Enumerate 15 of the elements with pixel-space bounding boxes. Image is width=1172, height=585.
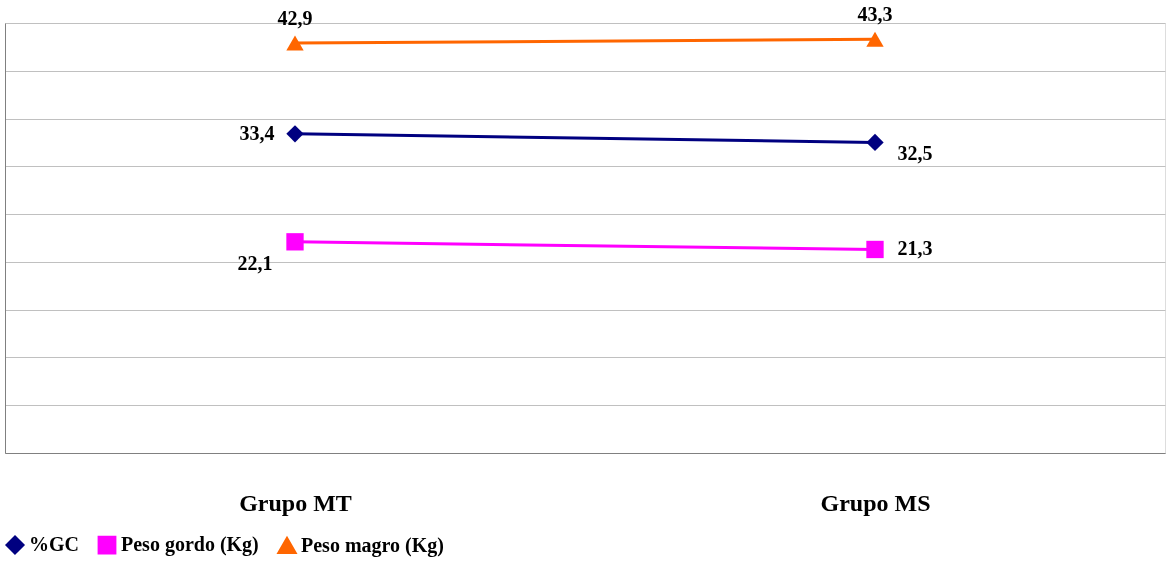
data-label: 33,4 xyxy=(239,121,275,144)
point xyxy=(866,240,884,259)
legend-label: Peso magro (Kg) xyxy=(301,533,444,557)
data-label: 21,3 xyxy=(897,237,933,260)
data-label: 42,9 xyxy=(277,7,313,30)
legend-label: %GC xyxy=(29,533,79,556)
point xyxy=(866,133,884,152)
data-label: 22,1 xyxy=(237,251,273,274)
data-label: 43,3 xyxy=(857,3,893,26)
data-label: 32,5 xyxy=(897,142,933,165)
point xyxy=(286,233,304,251)
x-tick-label: Grupo MT xyxy=(239,489,352,516)
x-tick-label: Grupo MS xyxy=(820,489,931,516)
legend-label: Peso gordo (Kg) xyxy=(121,533,259,557)
point xyxy=(286,125,304,143)
